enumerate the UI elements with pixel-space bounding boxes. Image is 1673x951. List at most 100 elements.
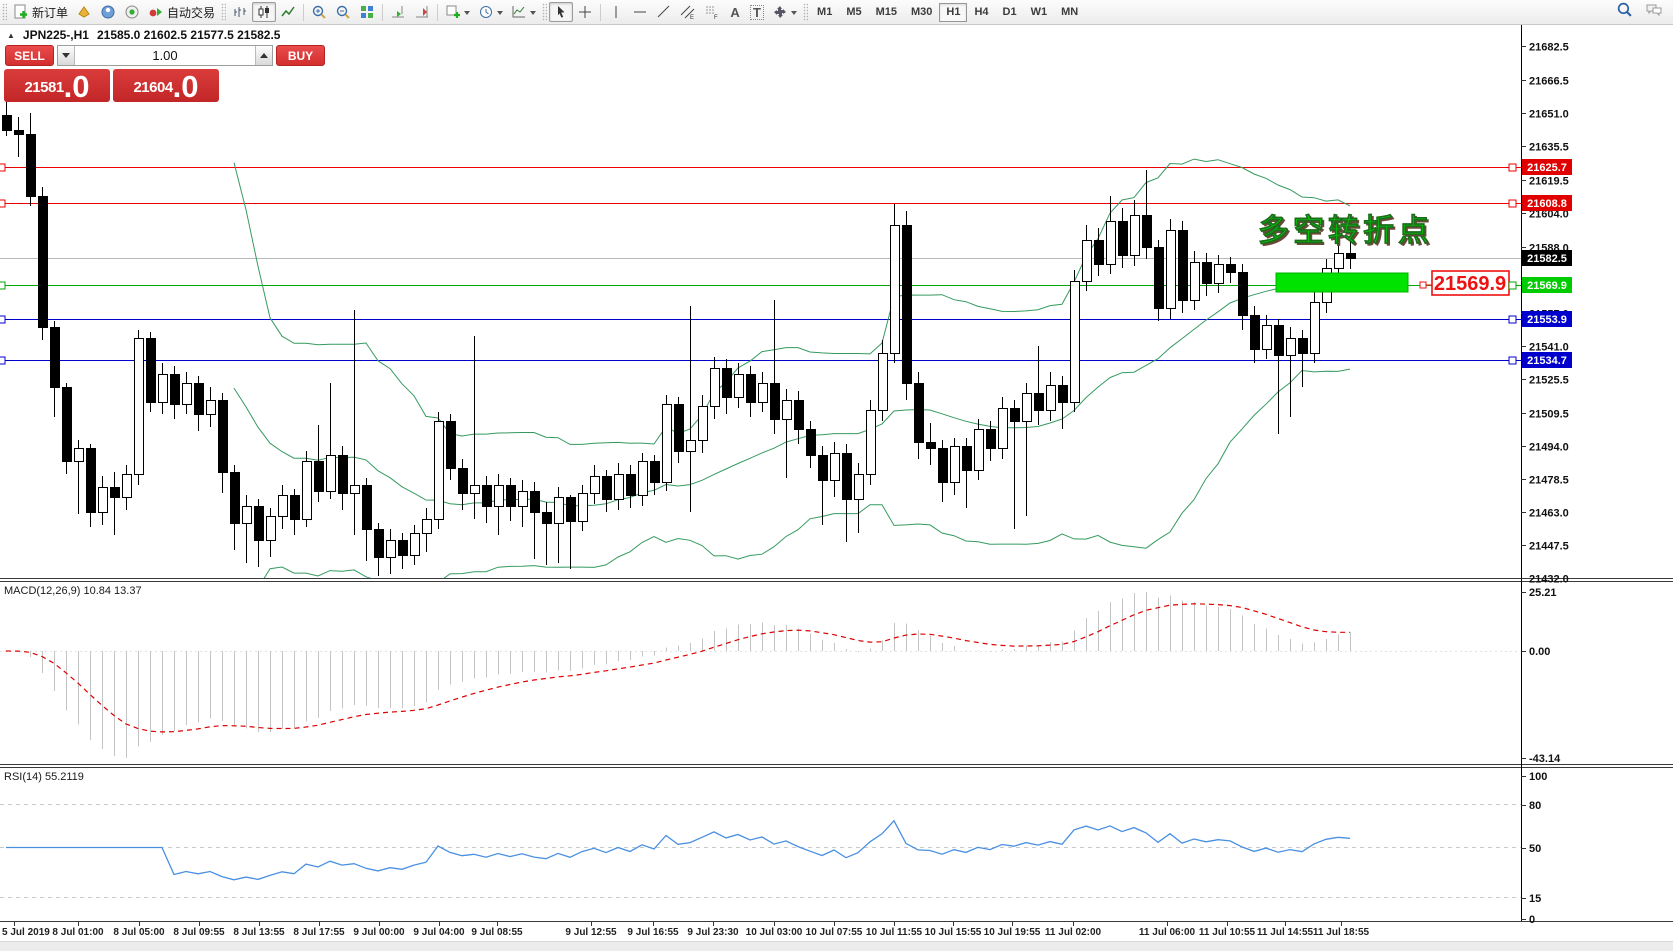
- auto-scroll-button[interactable]: [386, 2, 410, 22]
- svg-text:9 Jul 08:55: 9 Jul 08:55: [471, 927, 523, 938]
- crosshair-tool-button[interactable]: [573, 2, 597, 22]
- triangle-up-icon: [260, 53, 268, 58]
- trendline-tool-button[interactable]: [652, 2, 676, 22]
- candle-bear: [290, 495, 300, 520]
- volume-increase-button[interactable]: [255, 46, 272, 65]
- fibonacci-tool-button[interactable]: F: [700, 2, 724, 22]
- sell-button[interactable]: SELL: [5, 45, 54, 66]
- candle-bear: [338, 455, 348, 494]
- candle-bull: [98, 487, 108, 513]
- highlight-rect[interactable]: [1275, 272, 1409, 293]
- channel-icon: E: [680, 4, 696, 20]
- navigator-button[interactable]: [120, 2, 144, 22]
- new-order-button[interactable]: 新订单: [9, 2, 72, 22]
- candle-bear: [650, 461, 660, 483]
- annotation-text[interactable]: 多空转折点: [1258, 213, 1433, 249]
- candle-bull: [122, 474, 132, 498]
- toolbar-grip: [542, 3, 548, 21]
- buy-button[interactable]: BUY: [276, 45, 325, 66]
- volume-input[interactable]: [75, 46, 255, 65]
- svg-text:21432.0: 21432.0: [1529, 574, 1569, 586]
- svg-text:5 Jul 2019: 5 Jul 2019: [2, 927, 50, 938]
- timeframe-mn[interactable]: MN: [1054, 3, 1085, 22]
- data-window-button[interactable]: [96, 2, 120, 22]
- candle-bull: [1166, 230, 1176, 309]
- candle-bull: [1310, 302, 1320, 354]
- candle-bear: [626, 474, 636, 496]
- svg-text:21666.5: 21666.5: [1529, 76, 1569, 88]
- chat-icon[interactable]: [1645, 2, 1663, 23]
- timeframe-h1[interactable]: H1: [939, 2, 968, 22]
- tile-windows-button[interactable]: [355, 2, 379, 22]
- price-callout-box[interactable]: [1431, 270, 1510, 296]
- volume-decrease-button[interactable]: [58, 46, 75, 65]
- profiles-button[interactable]: [474, 2, 507, 22]
- timeframe-m15[interactable]: M15: [869, 3, 904, 22]
- text-tool-button[interactable]: A: [724, 2, 746, 22]
- horizontal-line-tool-button[interactable]: [628, 2, 652, 22]
- template-button[interactable]: [507, 2, 540, 22]
- candle-bear: [218, 400, 228, 473]
- candle-bull: [1130, 215, 1140, 256]
- vertical-line-tool-button[interactable]: [604, 2, 628, 22]
- svg-text:21582.5: 21582.5: [1527, 253, 1567, 265]
- svg-text:21447.5: 21447.5: [1529, 541, 1569, 553]
- candle-bear: [446, 421, 456, 469]
- chart-shift-button[interactable]: [410, 2, 434, 22]
- svg-text:8 Jul 09:55: 8 Jul 09:55: [173, 927, 225, 938]
- candle-bear: [38, 196, 48, 328]
- bar-chart-button[interactable]: [228, 2, 252, 22]
- autotrading-button[interactable]: 自动交易: [144, 2, 219, 22]
- candle-bull: [302, 461, 312, 520]
- channel-tool-button[interactable]: E: [676, 2, 700, 22]
- timeframe-m30[interactable]: M30: [904, 3, 939, 22]
- price-axis[interactable]: 21682.5 21666.5 21651.0 21635.5 21619.5 21604…: [1521, 42, 1572, 586]
- candle-bull: [866, 410, 876, 475]
- sell-price-panel[interactable]: 21581.0: [4, 69, 110, 102]
- candle-bear: [902, 225, 912, 384]
- candle-bull: [1190, 262, 1200, 301]
- svg-text:11 Jul 14:55: 11 Jul 14:55: [1257, 927, 1314, 938]
- market-watch-button[interactable]: [72, 2, 96, 22]
- candle-bull: [326, 455, 336, 492]
- candle-bull: [1214, 264, 1224, 284]
- toolbar-grip: [2, 3, 7, 21]
- tile-windows-icon: [359, 4, 375, 20]
- zoom-out-button[interactable]: [331, 2, 355, 22]
- svg-text:21569.9: 21569.9: [1527, 280, 1567, 292]
- zoom-in-button[interactable]: [307, 2, 331, 22]
- time-axis[interactable]: 5 Jul 2019 8 Jul 01:00 8 Jul 05:00 8 Jul 09…: [2, 922, 1370, 938]
- timeframe-w1[interactable]: W1: [1024, 3, 1055, 22]
- timeframe-h4[interactable]: H4: [967, 3, 995, 22]
- candle-bull: [1022, 393, 1032, 422]
- svg-text:8 Jul 17:55: 8 Jul 17:55: [293, 927, 345, 938]
- collapse-icon[interactable]: ▲: [7, 30, 15, 40]
- search-icon[interactable]: [1616, 1, 1633, 23]
- timeframe-m5[interactable]: M5: [839, 3, 868, 22]
- svg-text:8 Jul 01:00: 8 Jul 01:00: [52, 927, 104, 938]
- buy-price-panel[interactable]: 21604.0: [113, 69, 219, 102]
- chevron-down-icon: [464, 10, 471, 18]
- text-tool-icon: A: [730, 4, 740, 20]
- svg-text:8 Jul 05:00: 8 Jul 05:00: [113, 927, 165, 938]
- toolbar-grip: [803, 3, 809, 21]
- arrows-icon: [772, 4, 788, 20]
- price-badge: [1522, 159, 1572, 175]
- candle-bull: [278, 495, 288, 517]
- candle-bull: [386, 540, 396, 558]
- svg-text:21619.5: 21619.5: [1529, 176, 1569, 188]
- svg-text:8 Jul 13:55: 8 Jul 13:55: [233, 927, 285, 938]
- timeframe-d1[interactable]: D1: [996, 3, 1024, 22]
- candlestick-chart-button[interactable]: [252, 2, 277, 22]
- blue-icon: [100, 4, 116, 20]
- arrows-tool-button[interactable]: [768, 2, 801, 22]
- cursor-tool-button[interactable]: [549, 2, 574, 22]
- chart-title: ▲ JPN225-,H1 21585.0 21602.5 21577.5 215…: [7, 28, 280, 42]
- candle-bull: [638, 461, 648, 496]
- label-tool-button[interactable]: T: [746, 2, 768, 22]
- candle-bear: [806, 429, 816, 456]
- timeframe-m1[interactable]: M1: [810, 3, 839, 22]
- new-chart-button[interactable]: [441, 2, 474, 22]
- line-chart-button[interactable]: [276, 2, 300, 22]
